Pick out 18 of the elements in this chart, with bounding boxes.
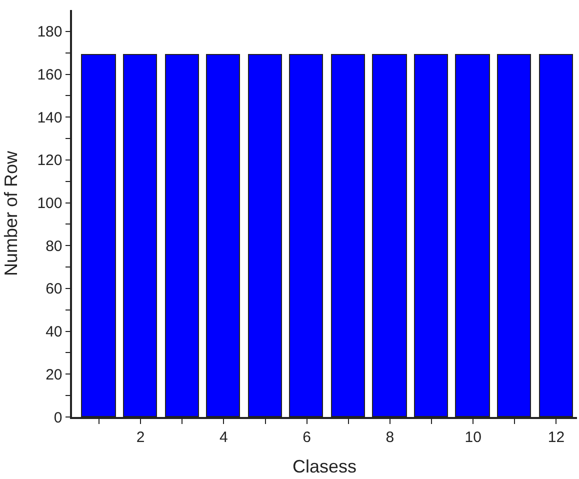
y-axis-title: Number of Row [0,150,21,276]
y-tick-label: 40 [46,324,62,341]
x-tick-label: 10 [464,428,482,446]
x-tick-label: 12 [548,428,565,446]
y-tick-label: 140 [37,109,62,126]
y-tick-label: 60 [46,280,62,298]
x-tick-label: 4 [220,428,228,446]
y-tick-label: 0 [54,409,62,426]
y-tick-label: 80 [46,238,62,255]
y-tick-label: 120 [37,152,62,170]
y-tick-label: 160 [37,66,62,84]
x-tick-label: 6 [302,428,312,446]
y-tick-label: 180 [37,24,62,41]
x-tick-label: 2 [136,428,145,446]
y-tick-label: 20 [46,366,62,384]
y-tick-label: 100 [37,195,62,212]
x-tick-label: 8 [386,428,394,446]
x-axis-title: Clasess [292,456,357,476]
